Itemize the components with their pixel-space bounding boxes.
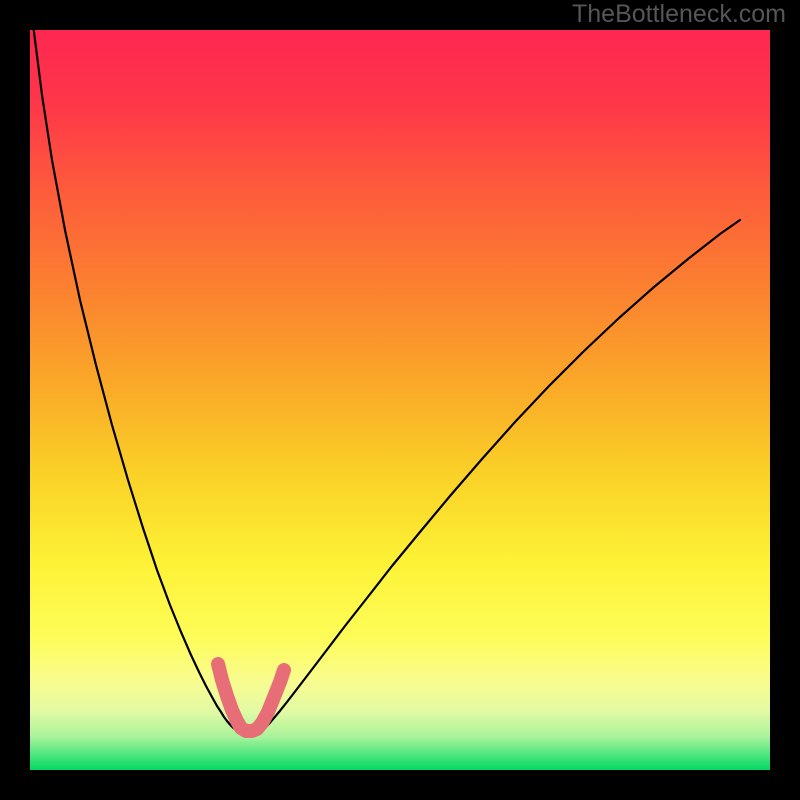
plot-area xyxy=(30,30,770,770)
gradient-background xyxy=(30,30,770,770)
watermark-text: TheBottleneck.com xyxy=(572,0,786,29)
chart-svg xyxy=(30,30,770,770)
